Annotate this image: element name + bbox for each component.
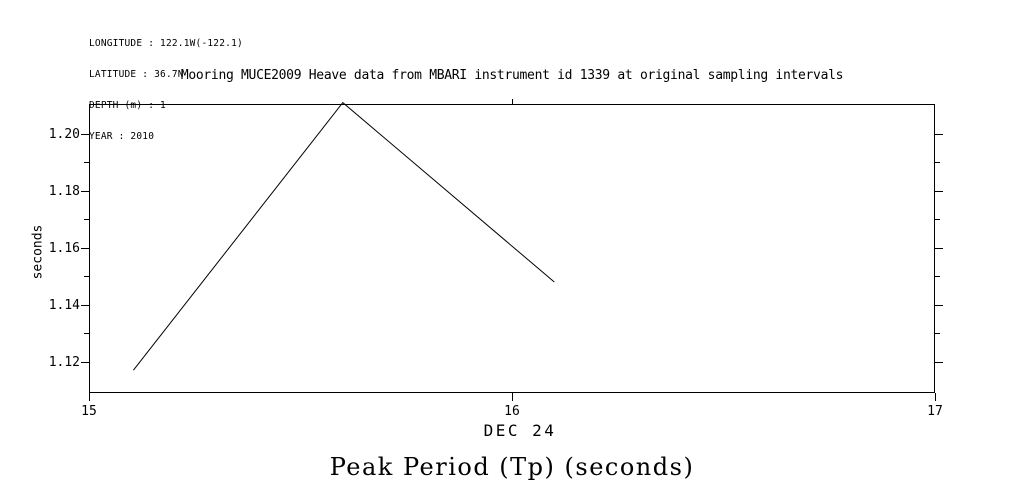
- x-tick-label: 17: [927, 404, 943, 419]
- y-tick-label: 1.14: [48, 298, 80, 313]
- plot-frame: [89, 104, 935, 393]
- x-tick-label: 15: [81, 404, 97, 419]
- info-line-depth: DEPTH (m) : 1: [89, 100, 166, 112]
- data-line-peak-period-tp: [133, 101, 555, 371]
- chart-title: Mooring MUCE2009 Heave data from MBARI i…: [180, 68, 844, 83]
- chart-footer-title: Peak Period (Tp) (seconds): [329, 453, 695, 481]
- y-tick-label: 1.20: [48, 127, 80, 142]
- info-line-latitude: LATITUDE : 36.7N: [89, 69, 184, 81]
- y-tick-label: 1.18: [48, 184, 80, 199]
- y-tick-label: 1.16: [48, 241, 80, 256]
- x-axis-date-label: DEC 24: [483, 421, 557, 440]
- info-line-year: YEAR : 2010: [89, 131, 155, 143]
- header-info-block: LONGITUDE : 122.1W(-122.1) LATITUDE : 36…: [89, 18, 243, 153]
- y-tick-label: 1.12: [48, 355, 80, 370]
- x-tick-label: 16: [504, 404, 520, 419]
- info-line-longitude: LONGITUDE : 122.1W(-122.1): [89, 37, 243, 49]
